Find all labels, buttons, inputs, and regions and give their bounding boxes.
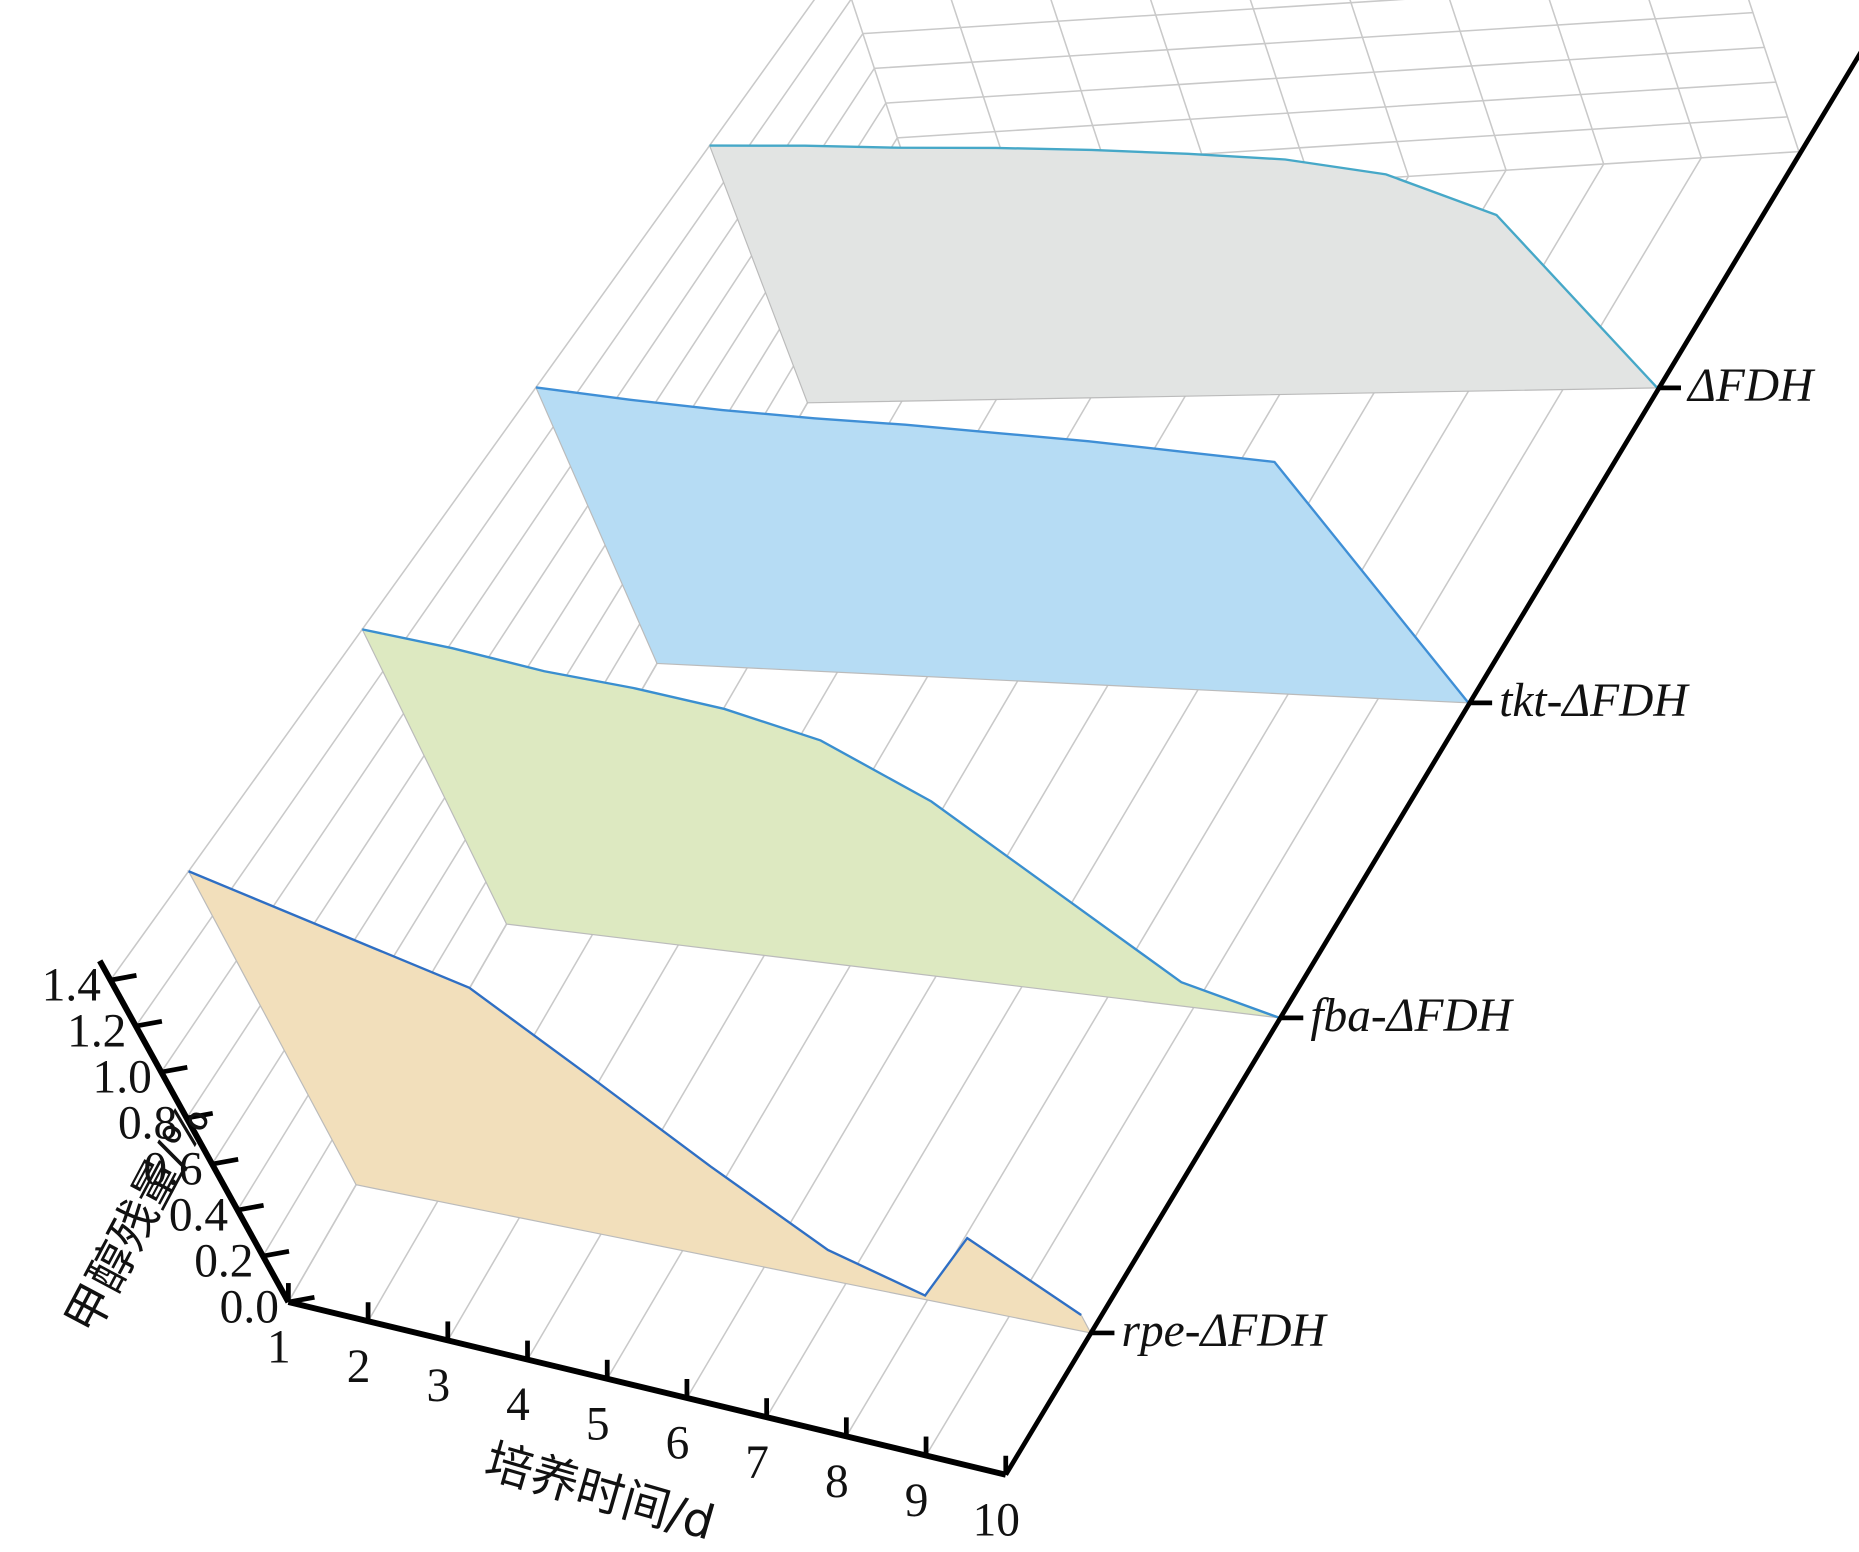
series-label: ΔFDH <box>1686 360 1816 412</box>
y-tick <box>287 1294 315 1305</box>
x-tick-label: 10 <box>973 1494 1020 1546</box>
y-tick <box>109 973 137 983</box>
series-label: fba-ΔFDH <box>1310 990 1514 1042</box>
y-axis <box>97 959 291 1304</box>
y-tick-label: 0.4 <box>169 1189 228 1241</box>
series-area <box>708 144 1659 404</box>
grid-line <box>925 0 1703 1456</box>
x-tick-label: 1 <box>267 1322 291 1374</box>
y-tick-label: 0.8 <box>118 1097 177 1149</box>
grid-line <box>845 0 1605 1437</box>
depth-axis <box>1003 50 1859 1476</box>
grid-line <box>686 0 1410 1399</box>
series-area <box>534 386 1470 704</box>
y-tick <box>160 1065 188 1075</box>
grid-line <box>135 0 852 1027</box>
y-tick <box>186 1111 214 1121</box>
y-tick-label: 0.0 <box>220 1281 279 1333</box>
series-line <box>535 386 1470 704</box>
x-tick-label: 7 <box>745 1437 769 1489</box>
y-tick <box>135 1019 163 1029</box>
x-tick-label: 6 <box>666 1418 690 1470</box>
grid-line <box>109 0 816 981</box>
y-tick-label: 1.2 <box>67 1005 126 1057</box>
x-axis <box>287 1299 1007 1478</box>
y-tick-label: 0.6 <box>143 1143 202 1195</box>
y-tick <box>237 1202 265 1213</box>
x-tick-label: 2 <box>347 1341 371 1393</box>
x-tick-label: 3 <box>426 1360 450 1412</box>
grid-layer <box>109 0 1800 1476</box>
y-tick <box>211 1156 239 1167</box>
x-tick-label: 5 <box>586 1398 610 1450</box>
y-tick-label: 1.4 <box>42 959 101 1011</box>
y-tick-label: 0.2 <box>194 1235 253 1287</box>
series-line <box>188 870 1082 1317</box>
series-layer <box>187 144 1659 1334</box>
x-tick-label: 9 <box>905 1475 929 1527</box>
x-tick-label: 4 <box>506 1379 530 1431</box>
axis-layer: 1 2 3 4 5 6 7 8 9 10 0.00.20.40.60.81.01.21.4 rpe-Δ… <box>42 50 1859 1546</box>
x-tick-label: 8 <box>825 1456 849 1508</box>
series-line <box>709 144 1659 389</box>
y-tick <box>262 1248 290 1259</box>
series-area <box>361 628 1280 1019</box>
series-line <box>362 628 1280 1020</box>
y-tick-label: 1.0 <box>93 1051 152 1103</box>
series-label: tkt-ΔFDH <box>1499 675 1690 727</box>
grid-line <box>765 0 1507 1418</box>
series-label: rpe-ΔFDH <box>1122 1305 1329 1357</box>
